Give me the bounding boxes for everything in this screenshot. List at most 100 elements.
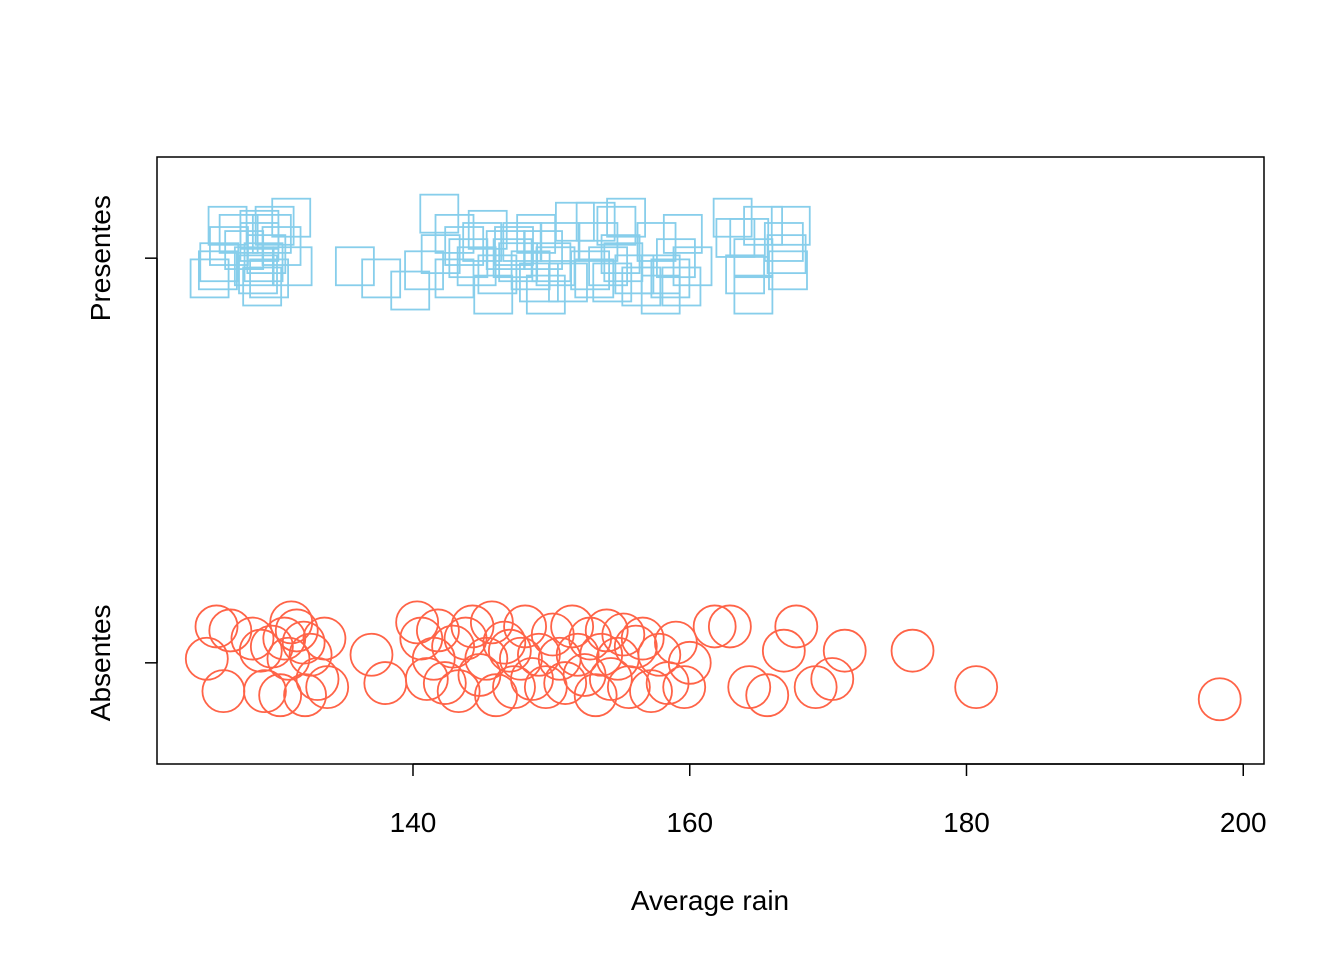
presentes-point [251,213,292,254]
presentes-point [254,205,295,246]
presentes-point [763,222,804,262]
presentes-point [733,274,774,315]
absentes-point [774,604,819,649]
x-tick-label: 160 [666,807,713,838]
absentes-point [422,661,467,705]
absentes-point [395,600,440,645]
presentes-point [467,209,508,250]
presentes-point [606,197,646,238]
absentes-point [555,632,600,677]
presentes-point [768,250,808,291]
presentes-point [672,246,713,287]
presentes-point [207,205,248,246]
presentes-point [361,258,402,299]
absentes-point [620,616,665,661]
absentes-point [469,600,514,645]
presentes-point [712,197,753,238]
presentes-point [743,205,783,246]
absentes-point [503,604,547,649]
y-axis-ticks: Absentes Presentes [85,195,157,721]
absentes-point [201,669,246,714]
presentes-point [434,213,475,254]
presentes-point [575,201,616,242]
absentes-point [543,661,588,705]
presentes-point [462,222,503,262]
absentes-point [243,669,287,714]
axes-group: 140 160 180 200 Absentes Presentes [85,195,1267,838]
presentes-point [242,266,283,307]
absentes-point [249,624,294,669]
presentes-point [243,242,284,283]
presentes-point [725,254,765,295]
presentes-point [261,226,302,266]
absentes-point [416,608,460,653]
presentes-point [218,213,259,254]
presentes-point [733,238,774,279]
presentes-point [640,254,681,295]
absentes-point [450,604,495,649]
presentes-point [477,254,518,295]
absentes-point [707,604,752,649]
presentes-point [770,205,811,246]
presentes-point [419,193,460,234]
absentes-point [363,661,408,705]
absentes-point [637,632,682,677]
presentes-point [485,230,526,270]
presentes-point [603,242,644,283]
presentes-point [494,226,534,266]
absentes-point [550,604,595,649]
absentes-point [1197,677,1242,722]
presentes-point [523,230,563,270]
x-axis-ticks: 140 160 180 200 [390,764,1267,838]
absentes-point [890,628,935,673]
presentes-point [656,238,696,279]
presentes-point [249,258,289,299]
presentes-point [525,274,566,315]
presentes-point [456,246,497,287]
x-tick-label: 140 [390,807,437,838]
y-tick-label: Presentes [85,195,116,321]
absentes-point [810,657,855,701]
absentes-point [727,665,772,710]
presentes-point [600,234,641,275]
absentes-point [349,632,394,677]
presentes-point [729,218,770,258]
presentes-point [404,250,444,291]
absentes-point [274,608,319,653]
x-tick-label: 180 [943,807,990,838]
presentes-point [766,234,807,275]
presentes-point [588,246,629,287]
data-points-group [184,193,1242,722]
presentes-point [420,234,461,275]
presentes-point [246,234,287,275]
presentes-point [197,250,238,291]
presentes-point [444,226,485,266]
absentes-point [662,665,707,710]
absentes-point [487,628,532,673]
presentes-point [662,213,703,254]
presentes-point [640,274,681,315]
absentes-point [523,665,568,710]
presentes-point [334,246,375,287]
presentes-point [510,250,551,291]
absentes-point [761,628,806,673]
presentes-point [239,209,280,250]
absentes-point [499,636,543,681]
presentes-point [548,262,588,303]
absentes-point [601,612,646,657]
absentes-point [584,608,629,653]
presentes-point [596,205,637,246]
absentes-point [208,608,253,653]
presentes-point [614,254,655,295]
presentes-point [592,262,633,303]
presentes-point [390,270,431,311]
absentes-point [305,665,350,710]
absentes-point [258,673,303,718]
absentes-point [954,665,999,710]
x-axis-label: Average rain [631,885,789,916]
absentes-point [613,624,658,669]
absentes-point [288,632,333,677]
presentes-point [578,222,619,262]
presentes-point [574,258,615,299]
